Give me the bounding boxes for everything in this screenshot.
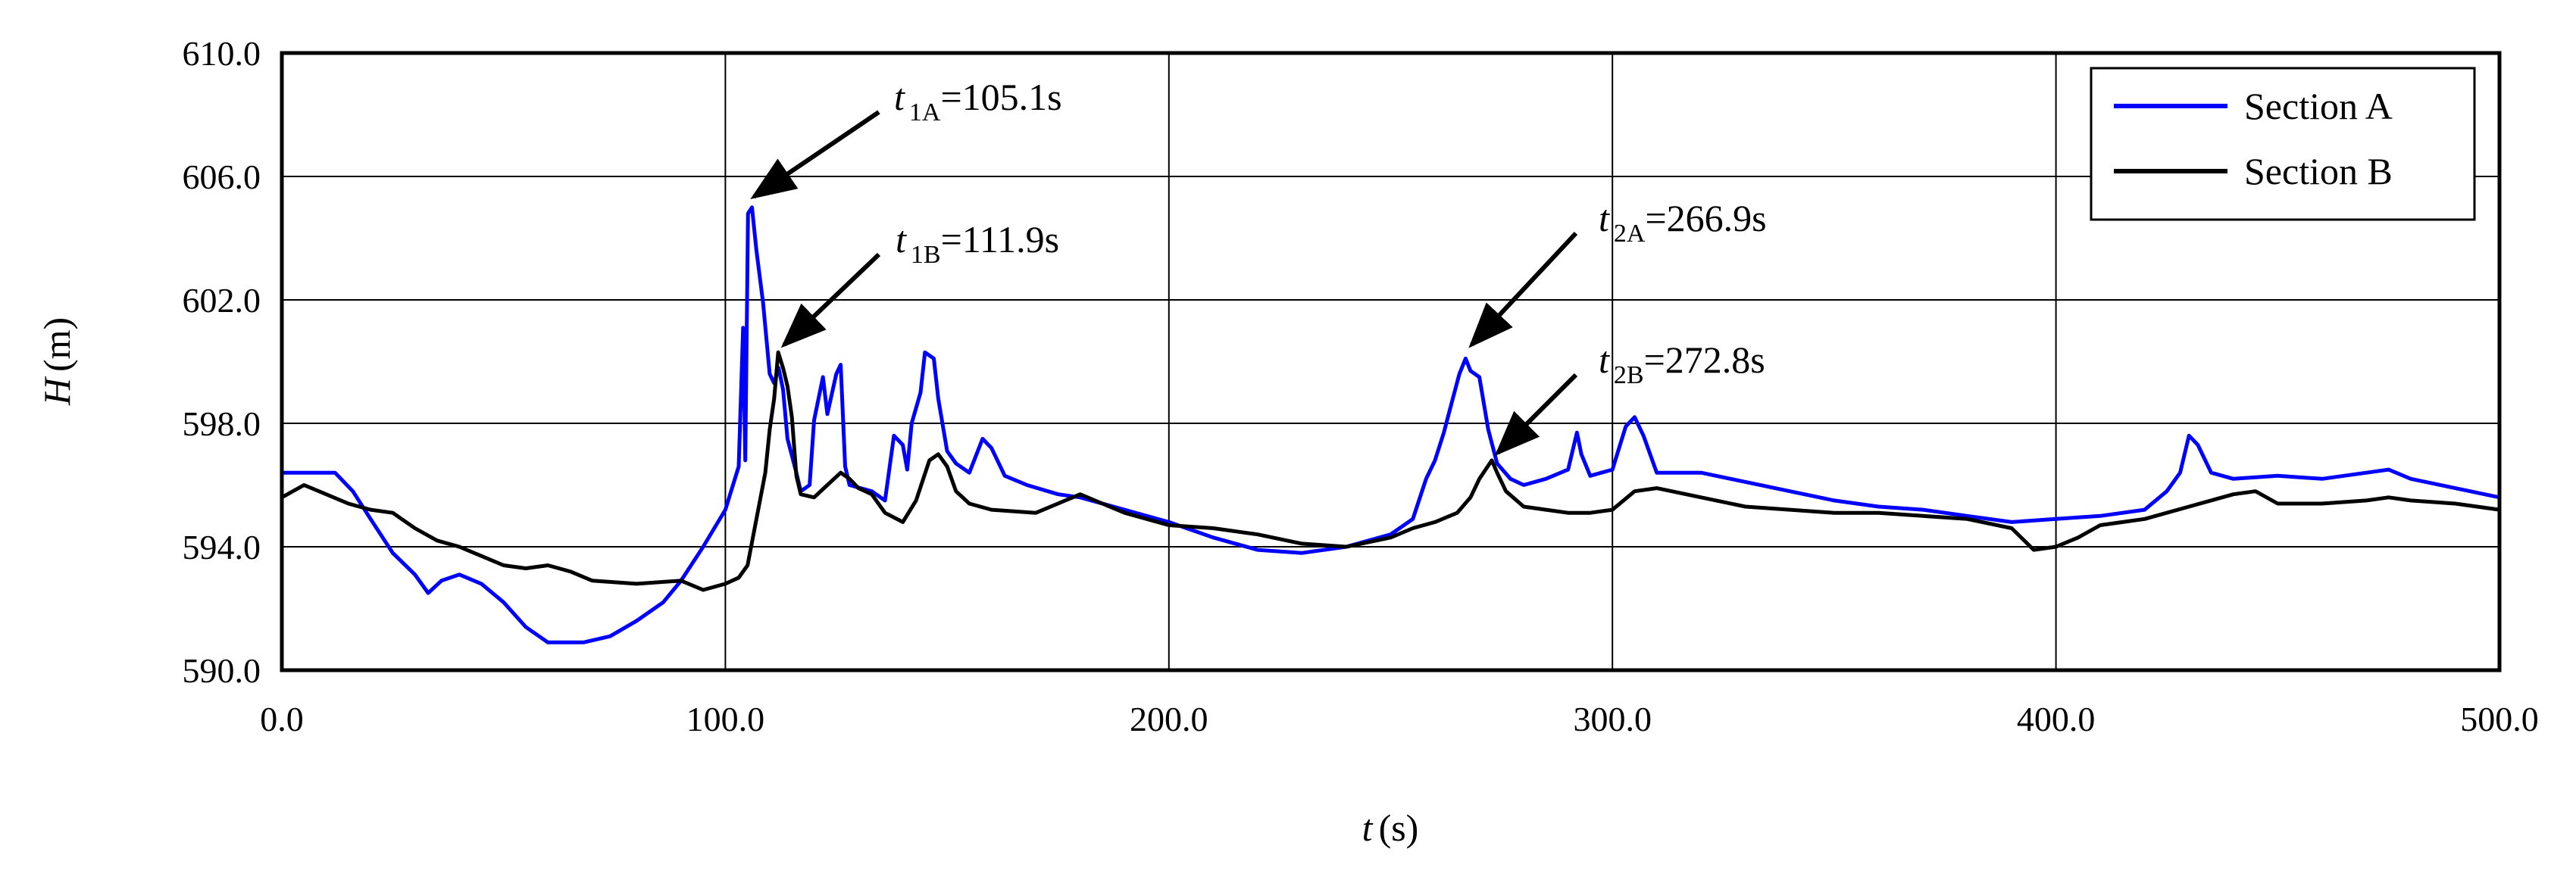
annotation-subscript: 1A (909, 98, 941, 126)
annotation-label: t 1A=105.1s (894, 76, 1062, 126)
annotation-var: t (1599, 339, 1610, 381)
x-axis-label: t (s) (1362, 807, 1419, 849)
series-layer (280, 205, 2500, 644)
y-tick-label: 598.0 (183, 404, 261, 443)
legend: Section A Section B (2090, 67, 2476, 221)
series-line-section-b (280, 350, 2500, 592)
y-tick-label: 610.0 (183, 34, 261, 73)
y-tick-label: 606.0 (183, 158, 261, 196)
x-tick-label: 100.0 (686, 700, 765, 738)
annotation-arrow (1494, 373, 1578, 457)
annotation-subscript: 2A (1614, 220, 1646, 248)
x-tick-label: 200.0 (1130, 700, 1208, 738)
legend-box (2090, 67, 2476, 221)
annotation-arrow (750, 110, 880, 199)
annotations-layer: t 1A=105.1st 1B=111.9s t 2A=266.9st 2B=272.8s (750, 76, 1767, 457)
annotation-value: =111.9s (941, 218, 1059, 261)
x-tick-label: 400.0 (2017, 700, 2096, 738)
x-tick-label: 300.0 (1573, 700, 1652, 738)
annotation-arrow (780, 252, 881, 348)
legend-label-section-b: Section B (2244, 150, 2393, 192)
axis-ticks: 0.0 100.0 200.0 300.0 400.0 500.0 590.0 594.0 59… (183, 34, 2539, 738)
annotation-value: =272.8s (1644, 339, 1765, 381)
y-tick-label: 590.0 (183, 651, 261, 690)
series-line-section-a (282, 205, 2500, 644)
annotation-var: t (894, 76, 905, 118)
annotation-label: t 2B=272.8s (1599, 339, 1765, 389)
y-axis-label: H(m) (36, 317, 78, 406)
annotation-subscript: 1B (911, 241, 941, 269)
annotation-var: t (896, 218, 907, 261)
annotation-value: =105.1s (940, 76, 1061, 118)
annotation-arrow (1468, 231, 1578, 348)
x-tick-label: 500.0 (2460, 700, 2539, 738)
annotation-label: t 2A=266.9s (1599, 197, 1767, 248)
annotation-value: =266.9s (1645, 197, 1766, 239)
annotation-var: t (1599, 197, 1610, 239)
y-tick-label: 602.0 (183, 281, 261, 320)
legend-label-section-a: Section A (2244, 85, 2393, 127)
y-tick-label: 594.0 (183, 528, 261, 566)
annotation-subscript: 2B (1614, 361, 1644, 389)
annotation-label: t 1B=111.9s (896, 218, 1059, 269)
x-tick-label: 0.0 (260, 700, 304, 738)
plot-frame (280, 51, 2502, 672)
